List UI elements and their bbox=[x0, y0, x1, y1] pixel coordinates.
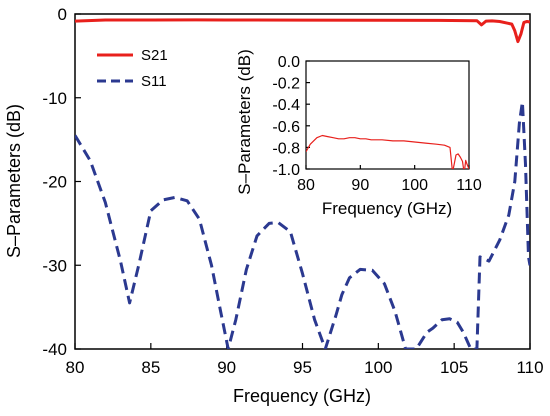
legend-label-s21: S21 bbox=[141, 47, 168, 64]
y-tick-label: -30 bbox=[42, 256, 67, 275]
series-line-s11 bbox=[75, 100, 530, 349]
y-tick-label: -20 bbox=[42, 173, 67, 192]
x-tick-label: 100 bbox=[401, 177, 428, 194]
inset-series-group bbox=[306, 134, 469, 169]
inset-plot-frame bbox=[305, 60, 470, 170]
x-tick-label: 100 bbox=[364, 358, 392, 377]
y-tick-label: -40 bbox=[42, 340, 67, 359]
main-y-ticks: 0 -10 -20 -30 -40 bbox=[42, 5, 81, 359]
y-tick-label: -0.6 bbox=[272, 119, 300, 136]
main-series-group bbox=[75, 18, 530, 349]
y-tick-label: -0.2 bbox=[272, 76, 300, 93]
x-tick-label: 85 bbox=[141, 358, 160, 377]
legend-label-s11: S11 bbox=[141, 73, 167, 90]
y-tick-label: -0.4 bbox=[272, 97, 300, 114]
legend: S21 S11 bbox=[97, 47, 168, 90]
x-tick-label: 80 bbox=[66, 358, 85, 377]
x-tick-label: 90 bbox=[217, 358, 236, 377]
x-tick-label: 80 bbox=[297, 177, 315, 194]
main-x-ticks: 80 85 90 95 100 105 110 bbox=[66, 343, 544, 377]
x-axis-title: Frequency (GHz) bbox=[233, 386, 371, 406]
x-tick-label: 95 bbox=[293, 358, 312, 377]
y-tick-label: 0.0 bbox=[278, 54, 300, 71]
x-tick-label: 105 bbox=[440, 358, 468, 377]
y-tick-label: -1.0 bbox=[272, 162, 300, 179]
y-tick-label: -0.8 bbox=[272, 140, 300, 157]
inset-y-ticks: 0.0 -0.2 -0.4 -0.6 -0.8 -1.0 bbox=[272, 54, 310, 179]
x-tick-label: 110 bbox=[456, 177, 482, 194]
y-axis-title: S–Parameters (dB) bbox=[4, 104, 24, 258]
series-line-s21 bbox=[306, 134, 469, 169]
inset-x-axis-title: Frequency (GHz) bbox=[322, 199, 452, 218]
inset-x-ticks: 80 90 100 110 bbox=[297, 165, 482, 194]
x-tick-label: 90 bbox=[351, 177, 369, 194]
series-line-s21 bbox=[75, 18, 530, 44]
inset-chart: 80 90 100 110 0.0 -0.2 -0.4 -0.6 -0.8 -1.0 Frequ… bbox=[235, 49, 482, 218]
x-tick-label: 110 bbox=[516, 358, 543, 377]
y-tick-label: 0 bbox=[58, 5, 67, 24]
y-tick-label: -10 bbox=[42, 89, 67, 108]
inset-y-axis-title: S–Parameters (dB) bbox=[235, 49, 254, 195]
